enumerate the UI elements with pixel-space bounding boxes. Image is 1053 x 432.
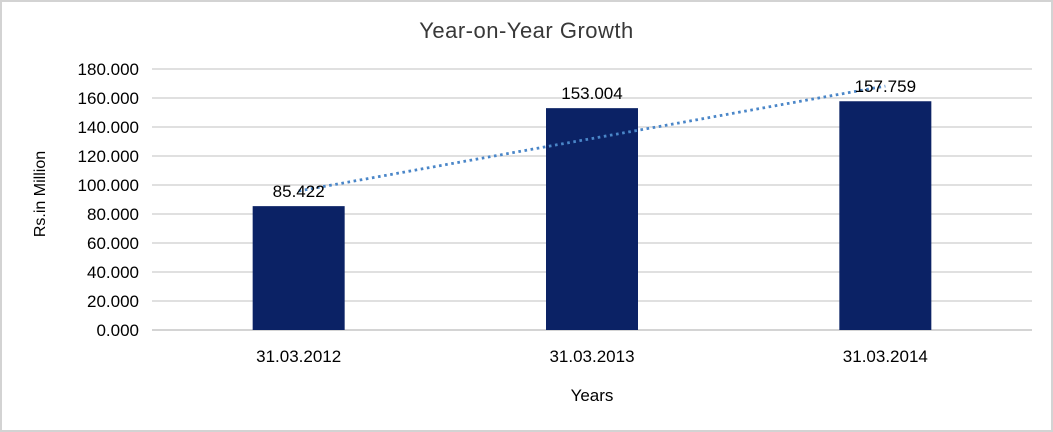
y-tick-label: 60.000 <box>87 234 139 253</box>
y-tick-label: 160.000 <box>78 89 139 108</box>
x-tick-label: 31.03.2013 <box>549 347 634 366</box>
bar <box>252 206 345 330</box>
y-tick-label: 80.000 <box>87 205 139 224</box>
y-tick-label: 100.000 <box>78 176 139 195</box>
bar <box>546 108 638 331</box>
x-tick-label: 31.03.2012 <box>256 347 341 366</box>
y-tick-label: 140.000 <box>78 118 139 137</box>
x-tick-label: 31.03.2014 <box>843 347 928 366</box>
y-tick-label: 20.000 <box>87 292 139 311</box>
x-axis-title: Years <box>570 386 614 405</box>
data-label: 85.422 <box>273 182 325 201</box>
y-tick-label: 180.000 <box>78 60 139 79</box>
bar <box>839 101 932 330</box>
data-label: 157.759 <box>855 77 916 96</box>
data-label: 153.004 <box>561 84 622 103</box>
chart-title: Year-on-Year Growth <box>419 18 634 43</box>
y-tick-label: 0.000 <box>96 321 139 340</box>
trendline <box>298 84 886 193</box>
y-tick-label: 40.000 <box>87 263 139 282</box>
y-tick-label: 120.000 <box>78 147 139 166</box>
